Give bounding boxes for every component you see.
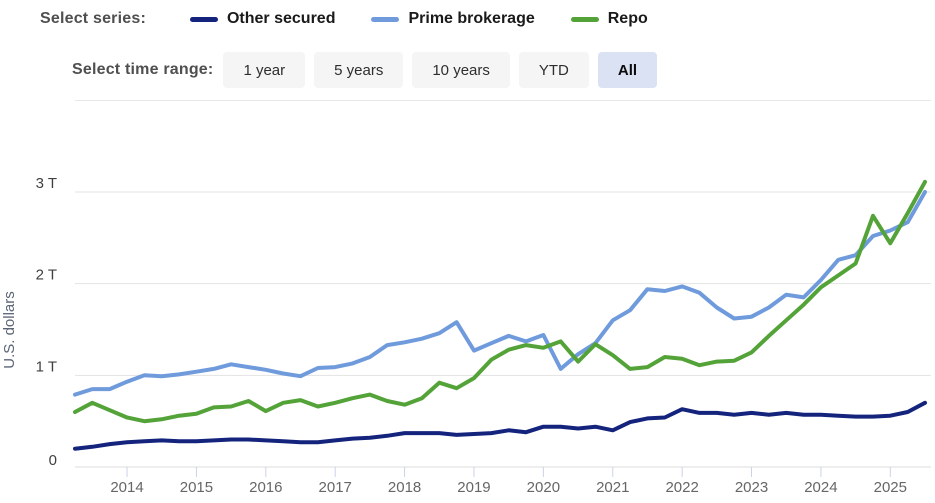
series-line-prime-brokerage xyxy=(73,190,927,397)
legend-item-repo[interactable]: Repo xyxy=(570,10,648,28)
chart-container: 0 1 T 2 T 3 T 2014 2015 2016 2017 2018 2019 2020 20… xyxy=(0,100,935,498)
x-axis-tick-label: 2016 xyxy=(249,479,282,496)
time-range-selector-row: Select time range: 1 year 5 years 10 yea… xyxy=(72,52,935,88)
legend-label-prime-brokerage: Prime brokerage xyxy=(408,10,535,27)
series-selector-row: Select series: Other secured Prime broke… xyxy=(40,6,935,32)
series-selector-label: Select series: xyxy=(40,10,146,27)
x-axis-tick-label: 2025 xyxy=(874,479,907,496)
legend-label-repo: Repo xyxy=(607,10,648,27)
x-axis-tick-label: 2020 xyxy=(527,479,560,496)
x-axis-tick-label: 2024 xyxy=(804,479,837,496)
series-line-repo xyxy=(73,179,927,424)
time-range-button-5-years[interactable]: 5 years xyxy=(314,52,404,88)
time-range-button-1-year[interactable]: 1 year xyxy=(223,52,306,88)
other-secured-swatch-icon xyxy=(189,16,218,22)
legend-item-prime-brokerage[interactable]: Prime brokerage xyxy=(371,10,535,28)
time-range-label: Select time range: xyxy=(72,61,214,78)
x-axis-tick-label: 2023 xyxy=(735,479,768,496)
time-range-button-10-years[interactable]: 10 years xyxy=(412,52,510,88)
y-axis-tick-label: 2 T xyxy=(36,267,57,284)
y-axis-tick-label: 1 T xyxy=(36,358,57,375)
x-axis-tick-label: 2017 xyxy=(319,479,352,496)
y-axis-title: U.S. dollars xyxy=(1,291,18,369)
series-line-other-secured xyxy=(73,400,927,451)
x-axis-tick-label: 2014 xyxy=(110,479,143,496)
x-axis-tick-label: 2019 xyxy=(457,479,490,496)
x-axis-tick-label: 2018 xyxy=(388,479,421,496)
line-chart: 0 1 T 2 T 3 T 2014 2015 2016 2017 2018 2019 2020 20… xyxy=(1,100,931,496)
x-axis-tick-label: 2022 xyxy=(665,479,698,496)
repo-swatch-icon xyxy=(570,16,599,22)
x-axis-tick-label: 2021 xyxy=(596,479,629,496)
x-axis-tick-label: 2015 xyxy=(180,479,213,496)
y-axis-tick-label: 3 T xyxy=(36,175,57,192)
prime-brokerage-swatch-icon xyxy=(371,16,400,22)
time-range-button-all[interactable]: All xyxy=(597,52,658,88)
y-axis-tick-label: 0 xyxy=(49,452,57,469)
legend-item-other-secured[interactable]: Other secured xyxy=(189,10,336,28)
legend-label-other-secured: Other secured xyxy=(226,10,336,27)
time-range-button-ytd[interactable]: YTD xyxy=(518,52,589,88)
